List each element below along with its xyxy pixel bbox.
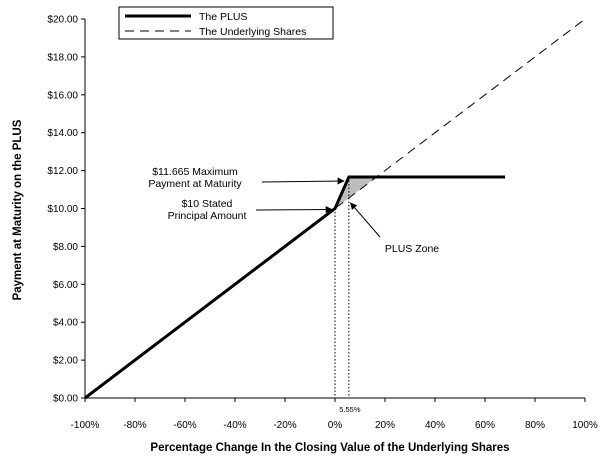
x-tick-label: 100%: [572, 420, 598, 431]
y-tick-label: $18.00: [47, 52, 78, 63]
series-layer: [84, 18, 586, 400]
x-tick-label: -80%: [123, 420, 146, 431]
x-tick-label: -60%: [173, 420, 196, 431]
legend-label: The PLUS: [199, 11, 247, 23]
legend-box: [118, 6, 334, 40]
cap-percent-label: 5.55%: [339, 405, 361, 414]
x-tick-label: 80%: [525, 420, 545, 431]
y-axis-title: Payment at Maturity on the PLUS: [12, 119, 24, 300]
plus-zone-annotation: PLUS Zone: [350, 202, 439, 255]
x-tick-label: -100%: [71, 420, 100, 431]
max-payment-label: Payment at Maturity: [148, 178, 242, 190]
max-payment-label: $11.665 Maximum: [152, 166, 238, 178]
x-tick-label: 40%: [425, 420, 445, 431]
y-tick-label: $8.00: [53, 242, 78, 253]
axes-layer: $0.00 $2.00 $4.00 $6.00 $8.00 $10.00 $12.00 $14…: [47, 15, 597, 432]
x-tick-label: 20%: [375, 420, 395, 431]
y-tick-label: $6.00: [53, 280, 78, 291]
y-tick-label: $12.00: [47, 166, 78, 177]
y-tick-label: $16.00: [47, 90, 78, 101]
plus-zone-label: PLUS Zone: [385, 243, 439, 255]
y-tick-label: $10.00: [47, 204, 78, 215]
y-tick-label: $4.00: [53, 318, 78, 329]
x-tick-label: -40%: [223, 420, 246, 431]
principal-arrow: [255, 206, 333, 214]
plus-zone-arrow: [350, 202, 381, 238]
legend: The PLUS The Underlying Shares: [118, 6, 334, 40]
y-tick-label: $2.00: [53, 356, 78, 367]
y-tick-label: $20.00: [47, 15, 78, 26]
y-tick-label: $0.00: [53, 394, 78, 405]
principal-label: Principal Amount: [168, 210, 247, 222]
principal-label: $10 Stated: [182, 198, 233, 210]
y-tick-label: $14.00: [47, 128, 78, 139]
x-axis-title: Percentage Change In the Closing Value o…: [150, 442, 509, 454]
x-tick-label: 0%: [328, 420, 343, 431]
x-tick-label: -20%: [273, 420, 296, 431]
x-tick-label: 60%: [475, 420, 495, 431]
legend-label: The Underlying Shares: [199, 26, 306, 38]
max-payment-arrow: [261, 177, 345, 185]
